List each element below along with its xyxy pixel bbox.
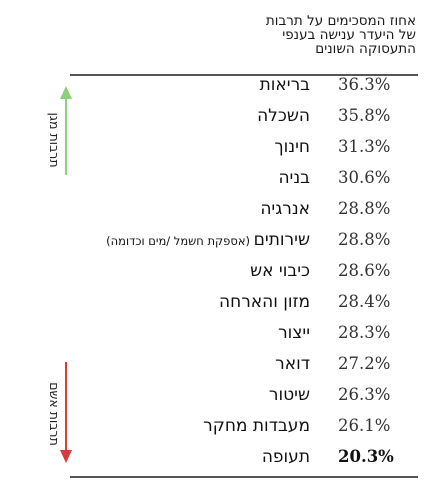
category-label: בריאות [260,75,311,95]
category-note: (אספקת חשמל /מים וכדומה) [106,234,254,248]
value-label: 26.3% [338,385,390,404]
up-arrow-head [60,86,72,99]
protection-culture-label: תרבות מגן [47,112,62,167]
value-label: 28.8% [338,199,390,218]
value-label: 36.3% [338,75,390,94]
category-name: תעופה [262,447,310,467]
category-label: חינוך [275,137,310,157]
value-label: 28.3% [338,323,390,342]
category-label: השכלה [257,106,310,126]
category-label: בניה [278,168,310,188]
category-label: שיטור [269,385,310,405]
category-name: דואר [275,354,310,374]
value-label: 26.1% [338,416,390,435]
value-label: 20.3% [338,447,394,466]
category-name: שיטור [269,385,310,405]
value-label: 27.2% [338,354,390,373]
category-name: אנרגיה [260,199,310,219]
category-name: מעבדות מחקר [203,416,310,436]
down-arrow-head [60,450,72,463]
category-name: השכלה [257,106,310,126]
category-name: ייצור [278,323,310,343]
value-label: 35.8% [338,106,390,125]
value-label: 28.4% [338,292,390,311]
value-label: 28.8% [338,230,390,249]
category-label: שירותים (אספקת חשמל /מים וכדומה) [106,230,310,250]
category-label: מזון והארחה [219,292,310,312]
blame-culture-label: תרבות אשם [47,382,62,446]
category-label: אנרגיה [260,199,310,219]
category-name: מזון והארחה [219,292,310,312]
category-label: מעבדות מחקר [203,416,310,436]
value-label: 30.6% [338,168,390,187]
category-name: חינוך [275,137,310,157]
category-label: כיבוי אש [250,261,310,281]
category-label: תעופה [262,447,310,467]
value-label: 31.3% [338,137,390,156]
category-name: כיבוי אש [250,261,310,281]
category-name: בניה [278,168,310,188]
value-label: 28.6% [338,261,390,280]
category-label: ייצור [278,323,310,343]
category-name: שירותים [254,230,310,250]
category-name: בריאות [260,75,311,95]
chart-title: אחוז המסכימים על תרבות של היעדר ענישה בע… [265,13,416,57]
category-label: דואר [275,354,310,374]
